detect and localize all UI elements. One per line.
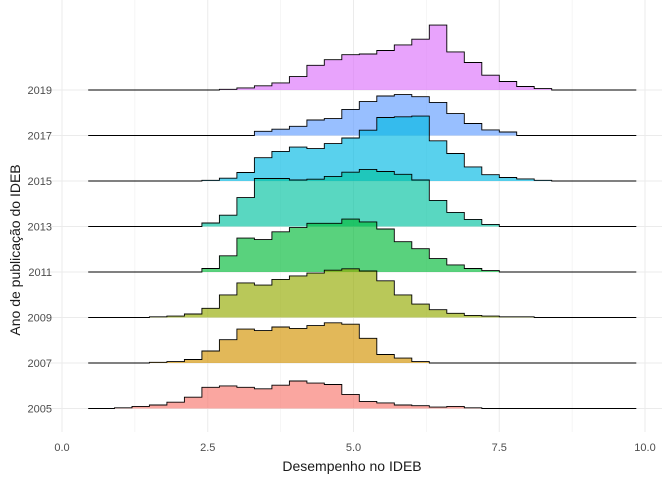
ridge-fill-2015	[88, 116, 637, 181]
ridge-2013	[88, 168, 637, 227]
x-axis-title: Desempenho no IDEB	[282, 458, 421, 474]
y-tick-labels: 2005 2007 2009 2011 2013 2015 2017 2019	[28, 85, 52, 416]
ridge-outline-2019	[88, 24, 637, 91]
y-axis-title: Ano de publicação do IDEB	[7, 164, 23, 335]
ridge-2009	[88, 268, 637, 318]
ridge-outline-2017	[88, 94, 637, 136]
y-tick-label-2017: 2017	[28, 131, 52, 143]
y-tick-label-2013: 2013	[28, 222, 52, 234]
ridge-fill-2011	[88, 219, 637, 272]
x-tick-label: 10.0	[634, 442, 655, 454]
ridge-2015	[88, 115, 637, 182]
ridge-2011	[88, 218, 637, 273]
y-tick-label-2007: 2007	[28, 358, 52, 370]
ridge-2005	[88, 380, 637, 409]
y-tick-label-2009: 2009	[28, 313, 52, 325]
x-tick-label: 2.5	[200, 442, 215, 454]
ridge-outline-2007	[88, 322, 637, 364]
ridge-fill-2013	[88, 169, 637, 227]
ridge-outline-2013	[88, 168, 637, 227]
x-tick-label: 0.0	[54, 442, 69, 454]
ridge-fill-2009	[88, 268, 637, 318]
x-tick-label: 7.5	[492, 442, 507, 454]
y-tick-label-2005: 2005	[28, 404, 52, 416]
x-tick-labels: 0.0 2.5 5.0 7.5 10.0	[54, 442, 655, 454]
ridge-fill-2019	[88, 25, 637, 91]
y-tick-label-2019: 2019	[28, 85, 52, 97]
ridge-2017	[88, 94, 637, 136]
ridge-2019	[88, 24, 637, 91]
ridges	[88, 24, 637, 409]
ridge-outline-2011	[88, 218, 637, 273]
y-tick-label-2015: 2015	[28, 176, 52, 188]
ridge-fill-2005	[88, 381, 637, 409]
x-tick-label: 5.0	[346, 442, 361, 454]
ridge-outline-2015	[88, 115, 637, 182]
ridge-fill-2007	[88, 322, 637, 363]
ridge-fill-2017	[88, 94, 637, 136]
y-tick-label-2011: 2011	[28, 267, 52, 279]
ridge-2007	[88, 322, 637, 364]
ridge-outline-2005	[88, 380, 637, 409]
ridge-outline-2009	[88, 268, 637, 318]
